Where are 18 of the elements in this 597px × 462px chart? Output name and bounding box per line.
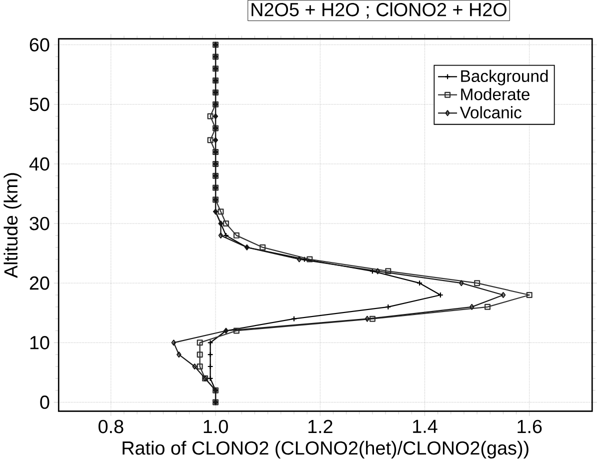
legend-label: Volcanic (460, 106, 522, 118)
legend-label: Background (461, 70, 548, 86)
y-tick-label: 40 (29, 157, 50, 171)
legend-label: Moderate (461, 88, 530, 100)
x-tick-label: 1.4 (413, 420, 438, 433)
y-tick-label: 20 (30, 276, 50, 290)
y-tick-label: 0 (40, 395, 50, 409)
x-tick-label: 1.2 (308, 420, 332, 433)
y-axis-title: Altitude (km) (4, 173, 22, 278)
y-tick-label: 50 (30, 98, 50, 111)
x-tick-label: 1.0 (204, 420, 228, 434)
y-tick-label: 30 (30, 216, 50, 230)
chart-title: N2O5 + H2O ; ClONO2 + H2O (252, 2, 506, 18)
y-tick-label: 60 (30, 38, 50, 52)
x-tick-label: 0.8 (98, 420, 124, 434)
y-tick-label: 10 (30, 336, 50, 350)
x-tick-label: 1.6 (518, 420, 542, 434)
x-axis-title: Ratio of CLONO2 (CLONO2(het)/CLONO2(gas)) (122, 440, 528, 458)
